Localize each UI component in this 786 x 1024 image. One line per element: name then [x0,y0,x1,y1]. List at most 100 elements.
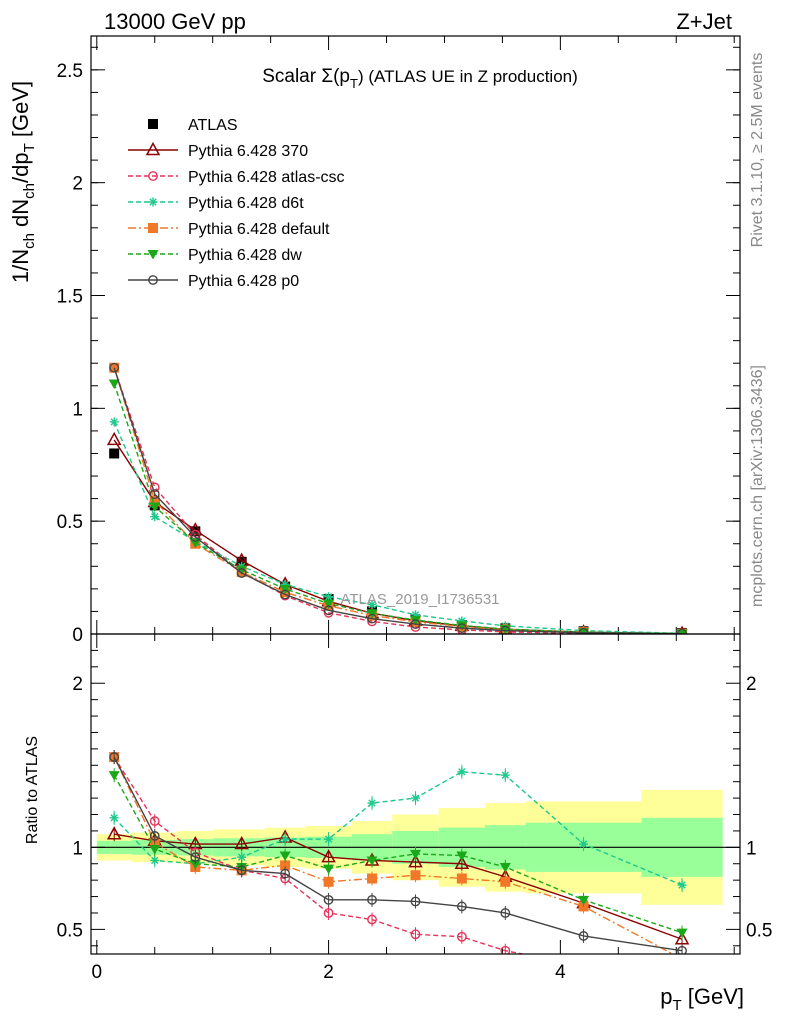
legend-marker [148,197,158,207]
legend-entry: Pythia 6.428 default [128,221,330,238]
ratio-xlabel: pT [GeV] [660,984,744,1014]
ratio-point [410,870,421,881]
ratio-point [456,901,467,912]
ratio-series-line-3 [113,756,675,954]
main-series-line-5 [113,383,683,634]
ratio-point [456,873,467,884]
ratio-point [189,859,201,870]
ratio-series-line-4 [113,774,683,934]
legend: ATLAS Pythia 6.428 370 Pythia 6.428 atlas-… [128,117,345,290]
ratio-ytick-label: 2 [72,674,83,695]
ratio-point [109,752,120,762]
ratio-series-line-1 [113,756,527,954]
main-axis-ticks: 0 0.5 1 1.5 2 2.5 [57,36,740,646]
ratio-xtick-label: 4 [555,962,566,983]
ratio-point [678,968,686,976]
rivet-label: Rivet 3.1.10, ≥ 2.5M events [749,53,766,248]
main-ytick-label: 0.5 [57,512,83,533]
ratio-point [677,953,688,954]
main-point [410,619,421,629]
xlabel-tail: [GeV] [682,984,744,1009]
legend-entry: Pythia 6.428 dw [128,247,302,264]
ratio-point [579,839,589,849]
ratio-point [109,813,119,823]
ratio-panel: 0.5 0.5 1 1 2 2 0 2 4 Ratio to ATLAS pT [GeV] [24,633,772,1014]
legend-marker [148,171,158,181]
title-sub: T [350,76,358,91]
ratio-series-group [106,750,690,976]
ratio-point [367,873,378,884]
ratio-ytick-label-right: 0.5 [746,920,772,941]
legend-entry: Pythia 6.428 370 [128,141,308,160]
main-point [190,526,201,537]
legend-entry: ATLAS [148,117,238,134]
ratio-point [457,767,467,777]
legend-entry: Pythia 6.428 d6t [128,195,304,212]
legend-marker [147,250,159,260]
main-series-line-6 [113,367,683,634]
ratio-point [499,863,511,873]
main-point [150,512,160,522]
ratio-point [236,865,247,876]
ratio-ytick-label-right: 1 [746,838,757,859]
main-ytick-label: 2.5 [57,61,83,82]
main-point [236,565,248,576]
ratio-point [279,851,291,862]
ratio-frame [90,633,741,955]
ratio-point [454,855,470,869]
ratio-point [108,771,120,781]
main-series-6 [109,362,687,634]
legend-label: Pythia 6.428 default [188,221,330,238]
main-point [149,502,161,513]
main-point [323,605,334,616]
main-point [578,627,589,634]
legend-entry: Pythia 6.428 p0 [128,273,299,290]
ratio-ytick-label: 0.5 [57,920,83,941]
ratio-point [324,834,334,844]
legend-label: Pythia 6.428 p0 [188,273,299,290]
ratio-point [149,816,160,826]
legend-entry: Pythia 6.428 atlas-csc [128,169,345,186]
main-point [106,431,122,446]
ratio-point [323,908,334,918]
main-point [109,448,120,459]
ratio-point [677,945,687,954]
main-point [149,482,160,493]
ratio-ylabel: Ratio to ATLAS [24,736,41,844]
ratio-point [367,798,377,808]
ratio-point [366,856,378,866]
main-point [500,625,511,634]
main-point [236,568,247,578]
ratio-point [149,830,160,841]
main-point [456,621,468,631]
process-label: Z+Jet [676,9,732,34]
mcplots-label: mcplots.cern.ch [arXiv:1306.3436] [749,365,766,607]
main-point [456,623,467,634]
ratio-point [149,844,161,855]
main-point [323,599,335,610]
main-point [190,532,201,542]
ratio-point [367,914,377,925]
ratio-point [411,793,420,803]
ratio-point [500,770,510,780]
ratio-series-5 [109,750,687,954]
main-ytick-label: 2 [72,174,83,195]
title-main: Scalar Σ(p [262,66,350,87]
main-point [410,616,421,626]
energy-label: 13000 GeV pp [104,9,246,34]
main-point [149,495,160,506]
ratio-xtick-label: 0 [92,962,103,983]
legend-label: Pythia 6.428 atlas-csc [188,169,345,186]
legend-marker [148,275,158,285]
main-panel: 0 0.5 1 1.5 2 2.5 ATLAS_2019_I1736531 Scalar … [8,35,741,646]
ratio-point [500,945,511,954]
ratio-point [456,931,467,942]
legend-label: Pythia 6.428 370 [188,143,308,160]
main-point [236,556,247,567]
main-point [367,600,377,610]
main-ylabel: 1/Nch dNch/dpT [GeV] [8,81,38,283]
main-point [109,417,119,427]
ratio-point [578,931,589,941]
legend-marker [145,141,161,156]
main-point [280,589,291,600]
